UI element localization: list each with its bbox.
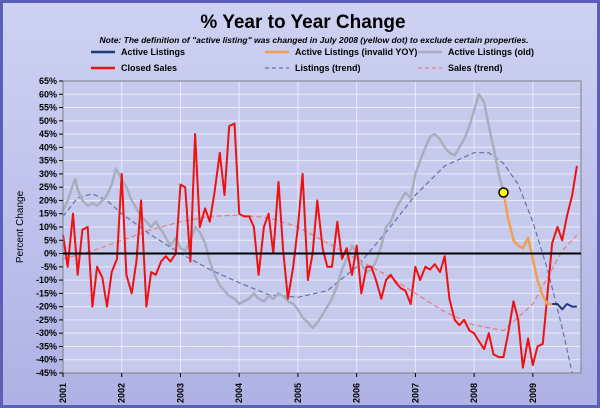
series-line-active-listings-old: [61, 93, 505, 330]
y-tick-label: 10%: [39, 222, 57, 232]
y-tick-label: -40%: [36, 355, 57, 365]
x-tick-label: 2005: [293, 383, 303, 403]
x-tick-label: 2001: [58, 383, 68, 403]
y-tick-label: 40%: [39, 142, 57, 152]
highlight-point: [498, 187, 509, 198]
chart-title: % Year to Year Change: [200, 12, 405, 33]
y-tick-label: 5%: [44, 235, 57, 245]
y-tick-label: 0%: [44, 249, 57, 259]
legend-label: Active Listings: [121, 47, 185, 57]
x-tick-label: 2002: [117, 383, 127, 403]
series-line-closed-sales: [62, 122, 578, 369]
y-tick-label: 20%: [39, 195, 57, 205]
legend-label: Sales (trend): [448, 63, 503, 73]
y-tick-label: 15%: [39, 209, 57, 219]
y-tick-label: -20%: [36, 302, 57, 312]
x-tick-label: 2009: [528, 383, 538, 403]
y-tick-label: -25%: [36, 315, 57, 325]
legend-label: Active Listings (invalid YOY): [295, 47, 417, 57]
series-line-listings-trend: [62, 152, 573, 374]
y-tick-label: 55%: [39, 103, 57, 113]
y-axis-label: Percent Change: [15, 190, 26, 263]
x-tick-label: 2003: [175, 383, 185, 403]
legend-label: Listings (trend): [295, 63, 361, 73]
legend: Active Listings Active Listings (invalid …: [91, 47, 534, 73]
y-tick-label: 35%: [39, 156, 57, 166]
series-layer: [61, 93, 578, 374]
x-tick-label: 2007: [410, 383, 420, 403]
y-tick-label: 25%: [39, 182, 57, 192]
legend-label: Active Listings (old): [448, 47, 534, 57]
x-tick-label: 2008: [469, 383, 479, 403]
y-tick-label: 60%: [39, 89, 57, 99]
series-line-sales-trend: [62, 214, 578, 332]
chart: % Year to Year Change Note: The definiti…: [15, 12, 582, 403]
y-tick-label: 50%: [39, 116, 57, 126]
y-tick-label: -10%: [36, 275, 57, 285]
legend-label: Closed Sales: [121, 63, 177, 73]
y-tick-label: -45%: [36, 368, 57, 378]
y-tick-label: -5%: [41, 262, 57, 272]
y-tick-label: 65%: [39, 76, 57, 86]
x-tick-label: 2006: [352, 383, 362, 403]
y-tick-label: 30%: [39, 169, 57, 179]
series-line-active-listings: [552, 303, 577, 311]
y-tick-label: -35%: [36, 341, 57, 351]
x-tick-label: 2004: [234, 383, 244, 403]
y-tick-label: -30%: [36, 328, 57, 338]
axes: -45% -40% -35% -30% -25% -20% -15% -10% -5% 0% 5% 1…: [36, 76, 582, 403]
y-tick-label: -15%: [36, 288, 57, 298]
chart-subtitle: Note: The definition of "active listing"…: [100, 35, 529, 45]
series-line-active-listings-invalid-yoy: [502, 192, 553, 306]
y-tick-label: 45%: [39, 129, 57, 139]
